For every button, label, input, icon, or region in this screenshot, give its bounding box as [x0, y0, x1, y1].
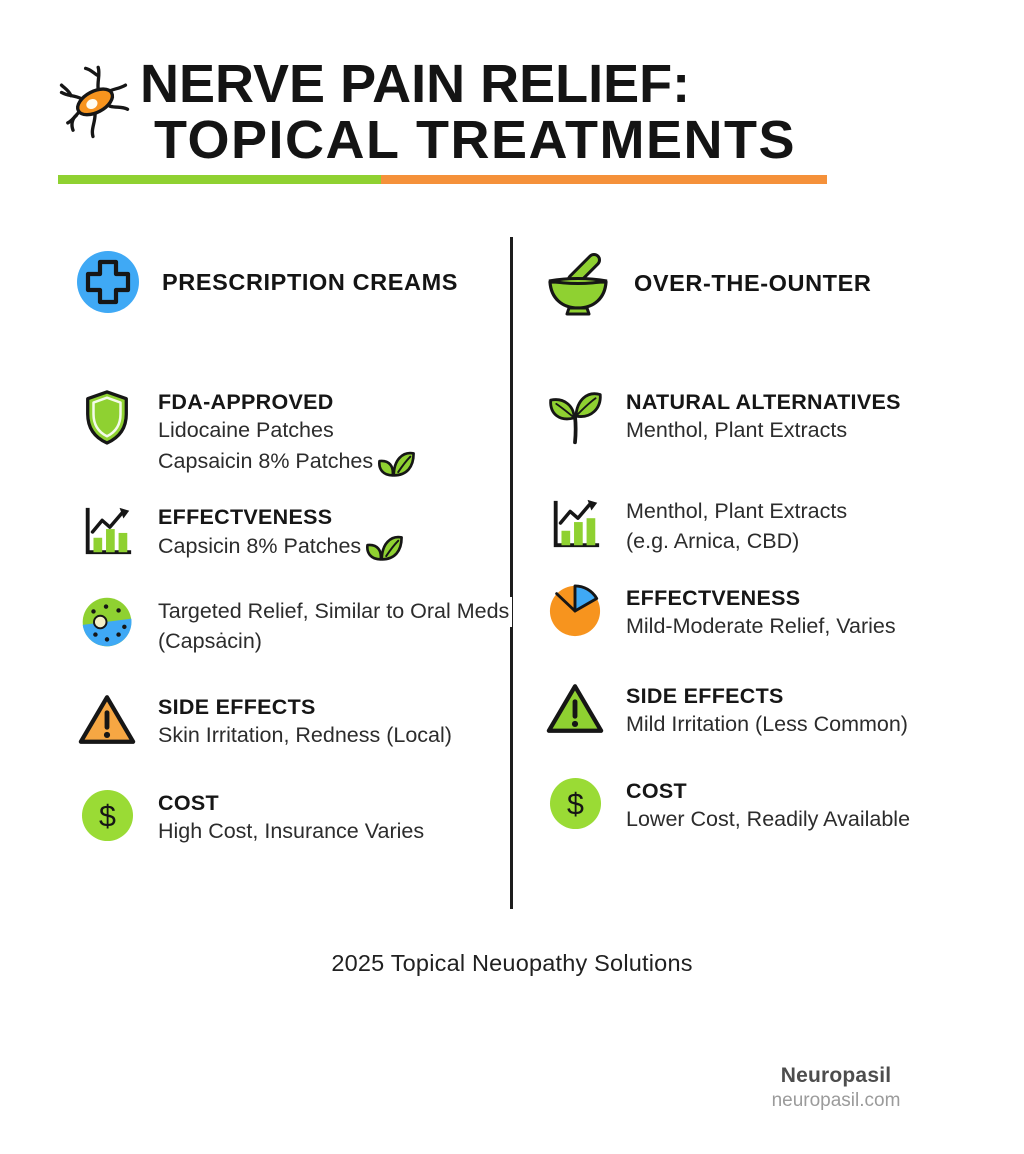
row-title: FDA-APPROVED [158, 390, 334, 414]
column-prescription: PRESCRIPTION CREAMS FDA-APPROVED Lidocai… [76, 250, 516, 847]
leaf-icon [366, 536, 404, 562]
column-otc: OVER-THE-OUNTER NATURAL ALTERNATIVES Men… [544, 250, 994, 835]
row-title: SIDE EFFECTS [626, 683, 784, 708]
shield-icon [76, 388, 138, 446]
row-line: (Capsȧcin) [158, 629, 262, 654]
row-line: Menthol, Plant Extracts [626, 499, 848, 523]
warning-triangle-icon [544, 682, 606, 735]
svg-text:$: $ [567, 788, 584, 822]
title-line-1: NERVE PAIN RELIEF: [140, 54, 691, 114]
row-side-effects: SIDE EFFECTS Mild Irritation (Less Commo… [544, 682, 994, 740]
pie-chart-icon [544, 584, 606, 638]
row-title: COST [626, 779, 687, 804]
row-line: Lower Cost, Readily Available [626, 807, 911, 832]
row-cost: $ COST Lower Cost, Readily Available [544, 777, 994, 835]
right-column-header: OVER-THE-OUNTER [544, 250, 994, 316]
right-column-title: OVER-THE-OUNTER [634, 269, 872, 296]
brand-website: neuropasil.com [771, 1090, 901, 1111]
row-title: EFFECTVENESS [626, 586, 801, 611]
sprout-icon [544, 388, 606, 446]
mortar-pestle-icon [544, 250, 612, 316]
row-title: SIDE EFFECTS [158, 694, 316, 719]
row-line: Skin Irritation, Redness (Local) [158, 722, 452, 747]
row-fda-approved: FDA-APPROVED Lidocaine Patches Capsaicin… [76, 388, 516, 479]
svg-text:$: $ [99, 800, 116, 834]
dollar-icon: $ [544, 777, 606, 830]
row-line: Capsaicin 8% Patches [158, 446, 416, 479]
left-column-header: PRESCRIPTION CREAMS [76, 250, 516, 314]
row-line: Mild Irritation (Less Common) [626, 711, 908, 736]
brand-name: Neuropasil [780, 1064, 892, 1087]
dollar-icon: $ [76, 789, 138, 842]
row-effectiveness: EFFECTVENESS Capsicin 8% Patches [76, 503, 516, 564]
warning-triangle-icon [76, 693, 138, 746]
leaf-icon [378, 451, 416, 477]
page-title: NERVE PAIN RELIEF: TOPICAL TREATMENTS [140, 56, 900, 168]
row-line: Capsicin 8% Patches [158, 530, 404, 563]
row-title: NATURAL ALTERNATIVES [626, 390, 901, 414]
title-line-2: TOPICAL TREATMENTS [154, 110, 797, 171]
row-cost: $ COST High Cost, Insurance Varies [76, 789, 516, 847]
row-line: Lidocaine Patches [158, 417, 334, 442]
row-natural-alternatives: NATURAL ALTERNATIVES Menthol, Plant Extr… [544, 388, 994, 446]
accent-underline-bar [58, 175, 827, 184]
row-line: Menthol, Plant Extracts [626, 417, 848, 442]
row-line: High Cost, Insurance Varies [158, 819, 425, 844]
row-line: (e.g. Arnica, CBD) [626, 528, 800, 553]
row-line: Mild-Moderate Relief, Varies [626, 614, 896, 639]
bar-chart-icon [544, 496, 606, 552]
row-title: COST [158, 791, 219, 816]
cream-swirl-icon [76, 596, 138, 650]
row-targeted-relief: Targeted Relief, Similar to Oral Meds (C… [76, 596, 516, 656]
medical-cross-icon [76, 250, 140, 314]
column-divider [510, 237, 513, 909]
row-title: EFFECTVENESS [158, 504, 333, 529]
neuron-icon [59, 65, 130, 139]
row-side-effects: SIDE EFFECTS Skin Irritation, Redness (L… [76, 693, 516, 751]
left-column-title: PRESCRIPTION CREAMS [162, 268, 459, 295]
bar-chart-icon [76, 503, 138, 559]
brand-block: Neuropasil neuropasil.com [736, 1064, 936, 1112]
footer-tagline: 2025 Topical Neuopathy Solutions [331, 950, 693, 976]
row-menthol-extracts: Menthol, Plant Extracts (e.g. Arnica, CB… [544, 496, 994, 556]
row-line: Targeted Relief, Similar to Oral Meds [158, 597, 513, 628]
row-effectiveness: EFFECTVENESS Mild-Moderate Relief, Varie… [544, 584, 994, 642]
